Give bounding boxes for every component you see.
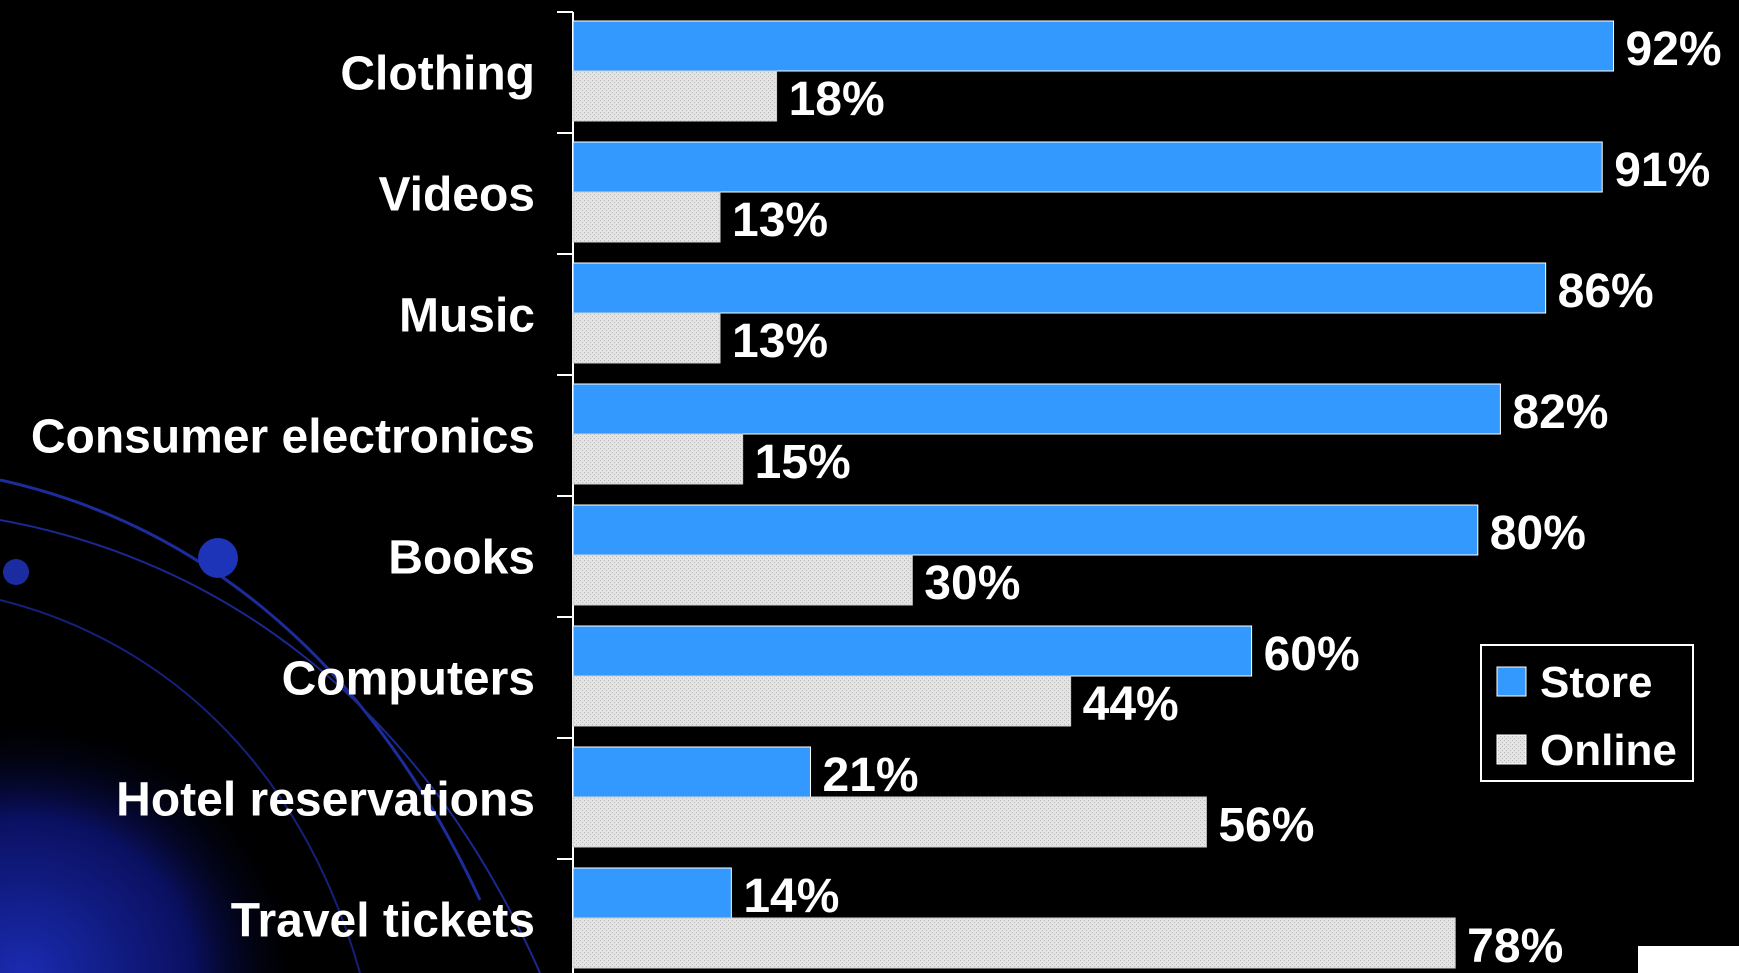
value-label-online: 44%	[1083, 678, 1179, 731]
legend-label-store: Store	[1540, 658, 1652, 707]
bar-online	[572, 917, 1456, 969]
bar-store	[572, 141, 1603, 193]
page-number-box	[1638, 946, 1739, 973]
bar-store	[572, 504, 1479, 556]
bar-store	[572, 383, 1501, 435]
bar-online	[572, 554, 913, 606]
value-labels: 92% 18% 91% 13% 86% 13% 82% 15% 80% 30% 60% 44% 21% 5…	[732, 23, 1722, 973]
value-label-online: 30%	[924, 557, 1020, 610]
value-label-online: 13%	[732, 315, 828, 368]
category-label: Music	[399, 290, 535, 343]
legend-swatch-online	[1496, 734, 1527, 765]
category-label: Videos	[378, 169, 535, 222]
legend-label-online: Online	[1540, 726, 1677, 775]
bar-online	[572, 796, 1207, 848]
value-label-store: 86%	[1558, 265, 1654, 318]
category-label: Books	[388, 532, 535, 585]
bar-store	[572, 867, 732, 919]
value-label-store: 82%	[1512, 386, 1608, 439]
value-label-online: 18%	[789, 73, 885, 126]
category-label: Travel tickets	[231, 895, 535, 948]
bar-store	[572, 20, 1615, 72]
bars	[572, 20, 1615, 969]
category-label: Consumer electronics	[31, 411, 535, 464]
category-label: Clothing	[340, 48, 535, 101]
value-label-online: 56%	[1218, 799, 1314, 852]
value-label-store: 21%	[823, 749, 919, 802]
category-labels: Clothing Videos Music Consumer electronics B…	[31, 48, 535, 948]
value-label-store: 80%	[1490, 507, 1586, 560]
value-label-online: 15%	[755, 436, 851, 489]
value-label-store: 91%	[1614, 144, 1710, 197]
value-label-online: 78%	[1467, 920, 1563, 973]
value-label-store: 14%	[743, 870, 839, 923]
bar-store	[572, 746, 812, 798]
legend: Store Online	[1480, 644, 1694, 782]
bar-online	[572, 70, 778, 122]
legend-swatch-store	[1496, 666, 1527, 697]
bar-store	[572, 625, 1253, 677]
bar-store	[572, 262, 1547, 314]
bar-online	[572, 675, 1072, 727]
value-label-online: 13%	[732, 194, 828, 247]
value-label-store: 92%	[1626, 23, 1722, 76]
bar-online	[572, 433, 744, 485]
category-label: Computers	[282, 653, 535, 706]
value-label-store: 60%	[1264, 628, 1360, 681]
y-axis	[557, 11, 574, 973]
bar-online	[572, 191, 721, 243]
bar-online	[572, 312, 721, 364]
category-label: Hotel reservations	[116, 774, 535, 827]
